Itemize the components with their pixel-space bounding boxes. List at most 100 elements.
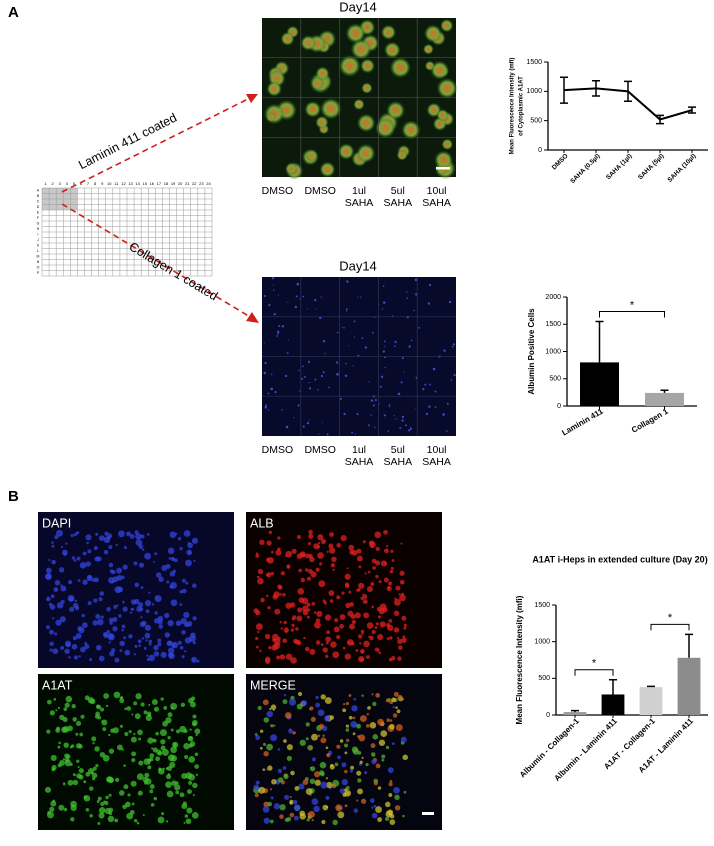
cell — [318, 580, 326, 588]
cell — [388, 781, 393, 787]
cell — [58, 741, 61, 745]
cell — [352, 716, 356, 720]
cell — [304, 100, 322, 118]
cell — [50, 594, 55, 599]
cell — [397, 694, 403, 701]
cell — [284, 794, 290, 800]
cell — [68, 596, 74, 602]
cell — [59, 567, 65, 573]
cell — [175, 790, 180, 795]
cell — [324, 697, 332, 705]
cell — [309, 648, 316, 655]
cell — [350, 641, 355, 646]
cell — [367, 570, 371, 574]
cell — [368, 635, 371, 639]
cell — [377, 786, 382, 790]
cell — [326, 550, 329, 553]
cell — [194, 764, 200, 769]
cell — [164, 612, 170, 619]
cell — [395, 706, 398, 709]
cell — [149, 753, 155, 758]
plate-row: L — [37, 249, 39, 253]
cell — [282, 699, 288, 705]
speck — [293, 416, 295, 419]
error-bar — [656, 114, 664, 125]
cell — [309, 556, 315, 563]
cell — [159, 729, 167, 737]
speck — [401, 415, 405, 419]
cell — [270, 550, 274, 554]
cell — [305, 722, 310, 727]
cell — [93, 598, 98, 603]
cell — [329, 532, 334, 537]
cell — [282, 766, 287, 770]
cell — [296, 640, 302, 646]
cell — [151, 747, 154, 750]
cell — [370, 743, 376, 749]
cell — [400, 592, 405, 596]
cell — [374, 626, 378, 629]
cell — [48, 602, 53, 607]
speck — [336, 373, 339, 376]
cell — [97, 715, 102, 720]
cell — [190, 632, 196, 638]
speck — [298, 369, 300, 372]
cell — [139, 607, 144, 611]
cell — [107, 815, 115, 823]
cell — [356, 143, 376, 163]
x-tick-label: SAHA (0.5µl) — [569, 153, 601, 185]
speck — [277, 294, 279, 296]
cell — [290, 770, 295, 776]
speck — [453, 374, 456, 377]
cell — [153, 560, 156, 563]
speck — [328, 386, 330, 389]
cell — [171, 780, 177, 786]
cell — [267, 765, 273, 771]
cell — [383, 577, 389, 583]
cell — [298, 783, 305, 790]
cell — [113, 604, 118, 609]
cell — [365, 762, 369, 767]
speck — [408, 429, 411, 432]
speck — [297, 404, 300, 407]
cell — [344, 751, 348, 755]
cell — [65, 642, 71, 648]
cell — [322, 647, 328, 653]
cell — [188, 773, 196, 781]
cell — [389, 569, 394, 574]
cell — [262, 699, 269, 706]
plate-row: I — [38, 233, 39, 237]
cell — [277, 748, 281, 751]
cell — [177, 536, 182, 541]
plate-row: F — [37, 216, 39, 220]
cell — [364, 572, 367, 575]
speck — [326, 433, 329, 436]
cell — [131, 802, 135, 806]
cell — [362, 599, 368, 605]
speck — [361, 337, 364, 340]
cell — [349, 549, 355, 555]
cell — [143, 710, 148, 715]
cell — [99, 591, 105, 596]
cell — [166, 580, 170, 584]
cell — [324, 715, 331, 722]
cell — [390, 549, 394, 553]
cell — [353, 697, 357, 701]
cell — [356, 113, 376, 133]
condition-label: DMSO — [262, 444, 294, 456]
cell — [293, 804, 301, 812]
cell — [163, 705, 168, 710]
cell — [100, 615, 104, 619]
cell — [358, 734, 366, 742]
y-tick-label: 2000 — [545, 294, 561, 301]
cell — [56, 529, 63, 537]
cell — [135, 533, 142, 540]
cell — [153, 651, 160, 657]
cell — [134, 582, 140, 588]
cell — [49, 806, 55, 812]
cell — [279, 654, 286, 660]
cell — [330, 563, 336, 568]
speck — [277, 330, 280, 334]
cell — [109, 569, 114, 574]
cell — [320, 97, 342, 120]
